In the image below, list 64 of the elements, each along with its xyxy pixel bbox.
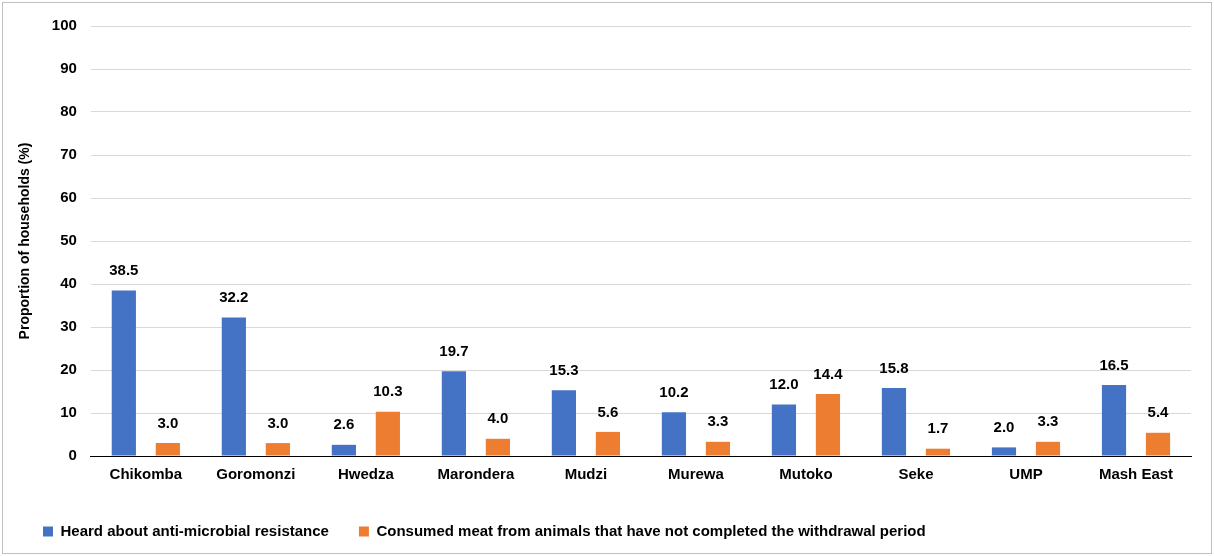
x-tick-label: Mash East bbox=[1098, 465, 1174, 483]
data-label: 10.3 bbox=[373, 382, 403, 400]
data-label: 5.6 bbox=[597, 402, 619, 420]
y-tick-label: 90 bbox=[60, 59, 77, 77]
data-label: 16.5 bbox=[1099, 355, 1129, 373]
bar bbox=[485, 438, 510, 456]
x-tick-label: Hwedza bbox=[337, 465, 395, 483]
bar bbox=[661, 412, 687, 456]
bar bbox=[111, 290, 136, 456]
bar bbox=[925, 448, 951, 456]
bar bbox=[705, 441, 731, 456]
bar bbox=[375, 411, 400, 456]
y-axis-title: Proportion of households (%) bbox=[16, 142, 33, 340]
y-tick-label: 50 bbox=[60, 231, 77, 249]
x-tick-label: Marondera bbox=[437, 465, 515, 483]
data-label: 5.4 bbox=[1147, 403, 1170, 421]
bar bbox=[1035, 441, 1061, 456]
x-tick-label: Chikomba bbox=[109, 465, 183, 483]
data-label: 3.0 bbox=[157, 413, 179, 431]
data-label: 3.3 bbox=[707, 412, 729, 430]
x-tick-label: Mutoko bbox=[779, 465, 833, 483]
bar bbox=[595, 431, 621, 456]
data-label: 14.4 bbox=[813, 364, 844, 382]
data-label: 15.8 bbox=[879, 358, 909, 376]
y-tick-label: 10 bbox=[60, 403, 77, 421]
data-label: 1.7 bbox=[927, 419, 949, 437]
x-tick-label: Murewa bbox=[667, 465, 725, 483]
bar bbox=[551, 390, 576, 456]
data-label: 19.7 bbox=[439, 341, 469, 359]
bar bbox=[265, 443, 290, 456]
bar bbox=[1101, 385, 1127, 456]
data-label: 32.2 bbox=[219, 288, 249, 306]
y-tick-label: 40 bbox=[60, 274, 77, 292]
y-tick-label: 0 bbox=[68, 446, 77, 464]
legend-label: Consumed meat from animals that have not completed the withdrawal period bbox=[376, 521, 926, 539]
x-tick-label: UMP bbox=[1009, 465, 1043, 483]
legend-label: Heard about anti-microbial resistance bbox=[60, 521, 329, 539]
data-label: 3.0 bbox=[267, 413, 289, 431]
bar bbox=[991, 447, 1017, 456]
bar bbox=[155, 443, 180, 456]
y-tick-label: 20 bbox=[60, 360, 77, 378]
y-tick-label: 80 bbox=[60, 102, 77, 120]
data-label: 4.0 bbox=[487, 409, 509, 427]
data-label: 2.6 bbox=[333, 415, 355, 433]
bar bbox=[881, 388, 907, 456]
bar bbox=[1145, 432, 1171, 456]
bar bbox=[771, 404, 797, 456]
y-tick-label: 30 bbox=[60, 317, 77, 335]
bar bbox=[221, 317, 246, 456]
data-label: 38.5 bbox=[109, 261, 139, 279]
x-tick-label: Mudzi bbox=[564, 465, 608, 483]
bar bbox=[815, 394, 841, 456]
data-label: 10.2 bbox=[659, 382, 689, 400]
y-tick-label: 60 bbox=[60, 188, 77, 206]
data-label: 12.0 bbox=[769, 375, 799, 393]
bar bbox=[441, 371, 466, 456]
x-tick-label: Goromonzi bbox=[216, 465, 296, 483]
bar bbox=[331, 444, 356, 456]
y-tick-label: 70 bbox=[60, 145, 77, 163]
y-tick-label: 100 bbox=[51, 16, 77, 34]
x-tick-label: Seke bbox=[898, 465, 934, 483]
data-label: 15.3 bbox=[549, 360, 579, 378]
data-label: 2.0 bbox=[993, 418, 1015, 436]
data-label: 3.3 bbox=[1037, 412, 1059, 430]
